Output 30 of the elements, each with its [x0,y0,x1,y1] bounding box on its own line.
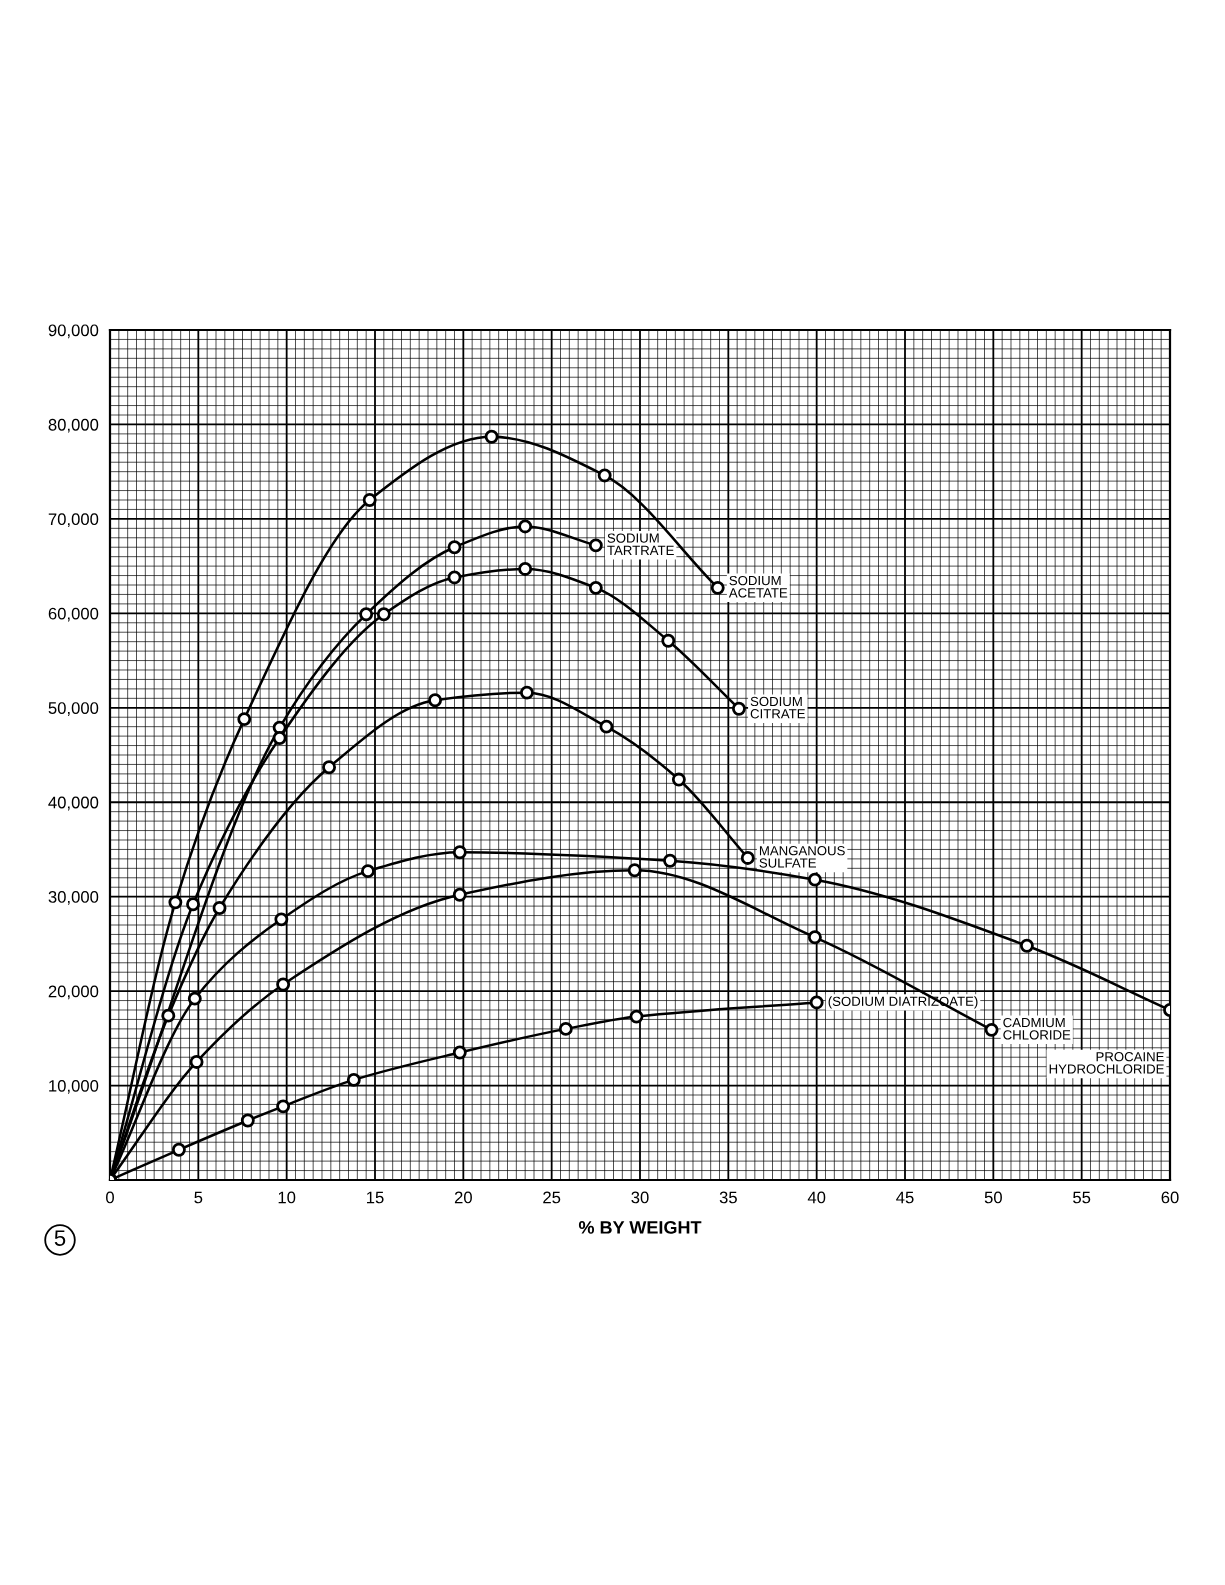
y-tick-label: 90,000 [48,324,99,339]
series-label: SODIUM ACETATE [728,575,788,598]
x-tick-label: 10 [278,1191,296,1204]
series-label: CADMIUM CHLORIDE [1003,1017,1071,1040]
y-tick-label: 70,000 [48,513,99,528]
x-tick-label: 60 [1161,1191,1179,1204]
y-tick-label: 10,000 [49,1079,99,1094]
y-tick-label: 80,000 [48,418,99,433]
y-tick-label: 30,000 [48,891,99,905]
series-label: SODIUM CITRATE [750,696,805,719]
text: PROCAINE HYDROCHLORIDE [1049,1052,1164,1074]
x-tick-label: 40 [807,1191,826,1204]
x-tick-label: 30 [631,1191,649,1204]
x-tick-label: 55 [1073,1191,1091,1204]
x-tick-label: 5 [194,1191,203,1204]
series-label: SODIUM TARTRATE [607,533,674,555]
x-tick-label: 45 [896,1191,914,1204]
x-tick-label: 50 [984,1191,1002,1204]
series-label: MANGANOUS SULFATE [759,845,845,868]
x-tick-label: 15 [367,1191,384,1204]
text: 5 [54,1230,66,1246]
x-tick-label: 35 [719,1191,737,1204]
x-tick-label: 25 [543,1191,561,1204]
y-tick-label: 60,000 [48,607,99,622]
y-tick-label: 40,000 [48,796,99,811]
y-tick-label: 50,000 [48,702,99,716]
x-tick-label: 0 [106,1191,114,1204]
x-tick-label: 20 [454,1191,472,1204]
x-axis-title: % BY WEIGHT [578,1221,702,1234]
y-tick-label: 20,000 [48,985,99,1000]
